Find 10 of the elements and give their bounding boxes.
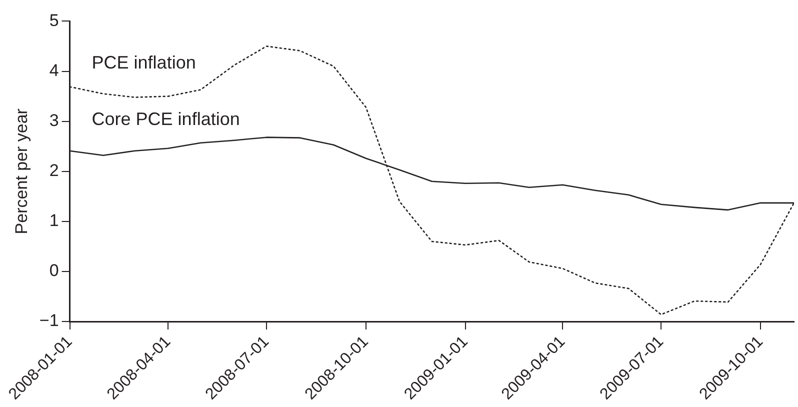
y-tick-label: 1 bbox=[49, 211, 59, 230]
y-axis-title: Percent per year bbox=[12, 108, 31, 234]
y-tick-label: 3 bbox=[49, 111, 59, 130]
y-tick-label: 4 bbox=[49, 60, 59, 80]
y-tick-label: 2 bbox=[49, 161, 59, 180]
y-tick-label: 0 bbox=[49, 261, 59, 280]
y-tick-label: 5 bbox=[49, 10, 59, 30]
series-label: Core PCE inflation bbox=[92, 108, 240, 129]
series-label: PCE inflation bbox=[92, 52, 196, 73]
y-tick-label: −1 bbox=[39, 311, 59, 330]
